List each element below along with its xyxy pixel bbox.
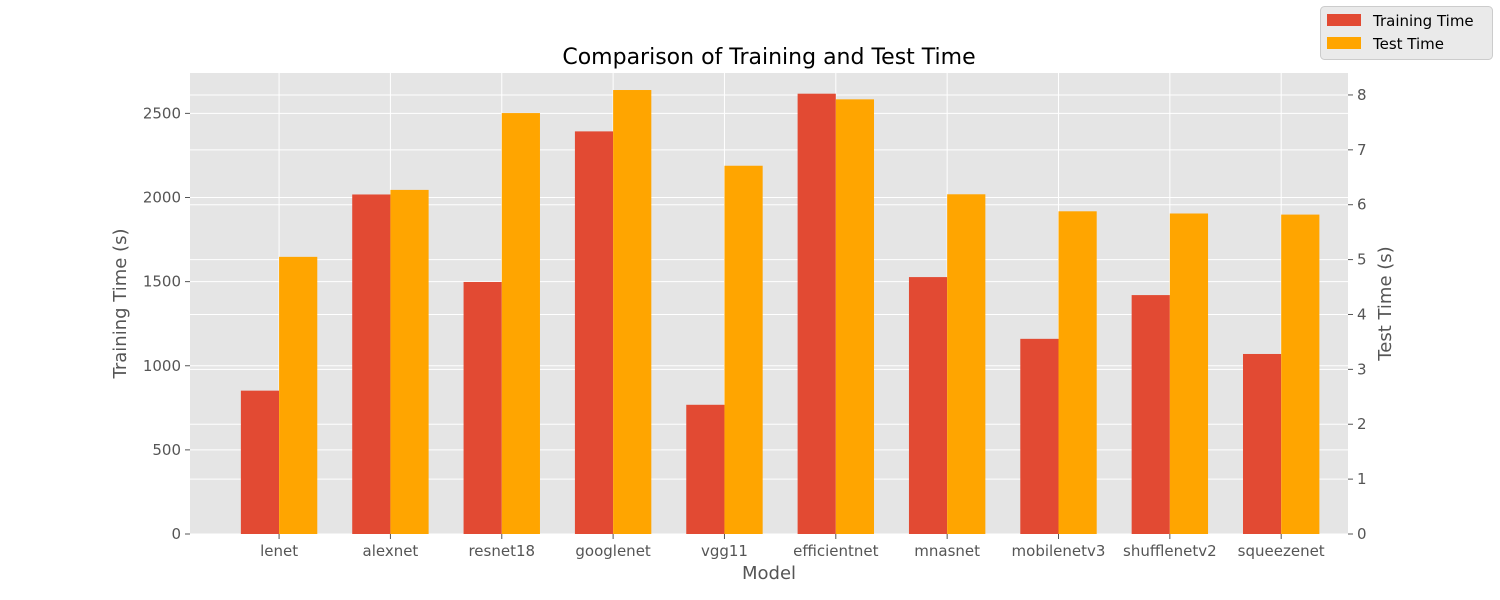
bar-test-mnasnet: [947, 194, 986, 534]
legend-label: Test Time: [1372, 35, 1444, 53]
legend-swatch: [1327, 37, 1361, 49]
x-axis-label: Model: [742, 563, 796, 584]
bar-training-mnasnet: [908, 277, 948, 534]
bar-test-googlenet: [613, 90, 652, 534]
bar-test-efficientnet: [835, 99, 875, 534]
right-tick-label: 6: [1357, 196, 1367, 214]
legend-label: Training Time: [1372, 12, 1474, 30]
legend-swatch: [1327, 14, 1361, 26]
bar-test-lenet: [279, 256, 318, 534]
left-tick-label: 0: [171, 525, 181, 543]
chart-title: Comparison of Training and Test Time: [562, 45, 975, 70]
bar-test-mobilenetv3: [1058, 211, 1097, 535]
bar-training-mobilenetv3: [1020, 338, 1059, 534]
left-tick-label: 500: [152, 441, 181, 459]
right-tick-label: 1: [1357, 470, 1367, 488]
bar-training-googlenet: [574, 131, 614, 534]
x-tick-label: alexnet: [363, 542, 419, 560]
x-tick-label: mnasnet: [914, 542, 980, 560]
x-tick-label: lenet: [260, 542, 298, 560]
legend-box: [1320, 6, 1493, 60]
x-tick-label: vgg11: [701, 542, 748, 560]
bars: [240, 90, 1320, 535]
bar-training-alexnet: [352, 194, 391, 534]
y-axis-label: Training Time (s): [110, 229, 131, 380]
bar-training-lenet: [240, 390, 280, 534]
x-tick-label: efficientnet: [793, 542, 878, 560]
right-axis-ticks: 0 1 2 3 4 5 6 7 8: [1348, 86, 1367, 543]
x-tick-label: mobilenetv3: [1012, 542, 1106, 560]
bar-training-squeezenet: [1242, 353, 1282, 534]
x-tick-label: googlenet: [575, 542, 651, 560]
x-axis-ticks: lenet alexnet resnet18 googlenet vgg11 effici…: [260, 534, 1325, 560]
left-axis-ticks: 0 500 1000 1500 2000 2500: [143, 104, 190, 543]
left-tick-label: 1500: [143, 273, 181, 291]
bar-test-resnet18: [501, 113, 540, 534]
right-tick-label: 3: [1357, 360, 1367, 378]
x-tick-label: resnet18: [468, 542, 535, 560]
bar-test-alexnet: [390, 189, 429, 534]
bar-training-efficientnet: [797, 93, 836, 535]
bar-test-squeezenet: [1281, 214, 1320, 535]
x-tick-label: shufflenetv2: [1123, 542, 1217, 560]
right-tick-label: 5: [1357, 251, 1367, 269]
y2-axis-label: Test Time (s): [1375, 246, 1396, 361]
bar-training-resnet18: [463, 281, 502, 534]
bar-training-shufflenetv2: [1131, 295, 1170, 534]
left-tick-label: 1000: [143, 357, 181, 375]
bar-training-vgg11: [686, 404, 725, 534]
bar-test-vgg11: [724, 165, 763, 534]
left-tick-label: 2500: [143, 104, 181, 122]
right-tick-label: 4: [1357, 305, 1367, 323]
right-tick-label: 0: [1357, 525, 1367, 543]
legend: Training Time Test Time: [1320, 6, 1493, 60]
right-tick-label: 7: [1357, 141, 1367, 159]
left-tick-label: 2000: [143, 189, 181, 207]
x-tick-label: squeezenet: [1238, 542, 1325, 560]
bar-test-shufflenetv2: [1169, 213, 1209, 534]
right-tick-label: 2: [1357, 415, 1367, 433]
right-tick-label: 8: [1357, 86, 1367, 104]
